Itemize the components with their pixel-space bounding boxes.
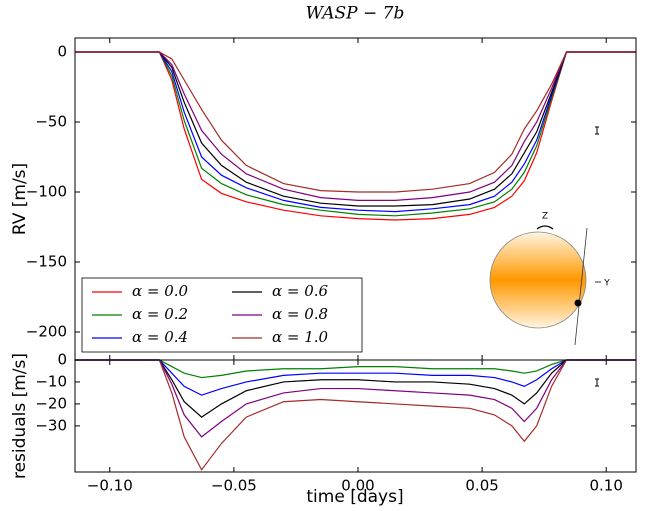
legend-label: α = 1.0 xyxy=(272,328,329,346)
y-tick-label: 0 xyxy=(57,351,67,369)
legend-label: α = 0.2 xyxy=(132,305,188,323)
x-axis-label: time [days] xyxy=(306,487,403,507)
series-line xyxy=(75,51,636,213)
svg-text:Z: Z xyxy=(542,212,548,222)
x-tick-label: 0.10 xyxy=(590,477,623,495)
chart-title: WASP − 7b xyxy=(306,4,405,24)
legend: α = 0.0 α = 0.2 α = 0.4 α = 0.6 α = 0.8 α = 1… xyxy=(81,277,363,353)
legend-label: α = 0.6 xyxy=(272,282,329,300)
legend-box xyxy=(81,277,363,353)
series-line xyxy=(75,51,636,221)
series-line xyxy=(75,359,636,418)
x-tick-label: 0.00 xyxy=(341,477,374,495)
y-tick-label: −10 xyxy=(35,372,67,390)
y-tick-label: −20 xyxy=(35,394,67,412)
y-axis-label: residuals [m/s] xyxy=(10,353,30,479)
x-tick-label: −0.05 xyxy=(211,477,257,495)
y-tick-label: −200 xyxy=(26,323,67,341)
legend-label: α = 0.0 xyxy=(132,282,189,300)
y-tick-label: −150 xyxy=(26,253,67,271)
y-tick-label: 0 xyxy=(57,43,67,61)
series-line xyxy=(75,359,636,396)
series-line xyxy=(75,51,636,207)
y-tick-label: −50 xyxy=(35,113,67,131)
legend-label: α = 0.4 xyxy=(132,328,188,346)
y-axis-label: RV [m/s] xyxy=(10,163,30,235)
y-tick-label: −100 xyxy=(26,183,67,201)
inset-diagram: Z Y xyxy=(489,212,610,346)
legend-label: α = 0.8 xyxy=(272,305,328,323)
series-line xyxy=(75,51,636,217)
x-tick-label: 0.05 xyxy=(465,477,498,495)
error-bars xyxy=(595,126,599,387)
y-tick-label: −30 xyxy=(35,416,67,434)
axes-frame xyxy=(74,359,637,473)
series-line xyxy=(75,359,636,379)
x-tick-label: −0.10 xyxy=(87,477,133,495)
series-line xyxy=(75,359,636,471)
series-line xyxy=(75,51,636,193)
svg-text:Y: Y xyxy=(603,279,610,289)
series-line xyxy=(75,359,636,438)
series-line xyxy=(75,51,636,201)
